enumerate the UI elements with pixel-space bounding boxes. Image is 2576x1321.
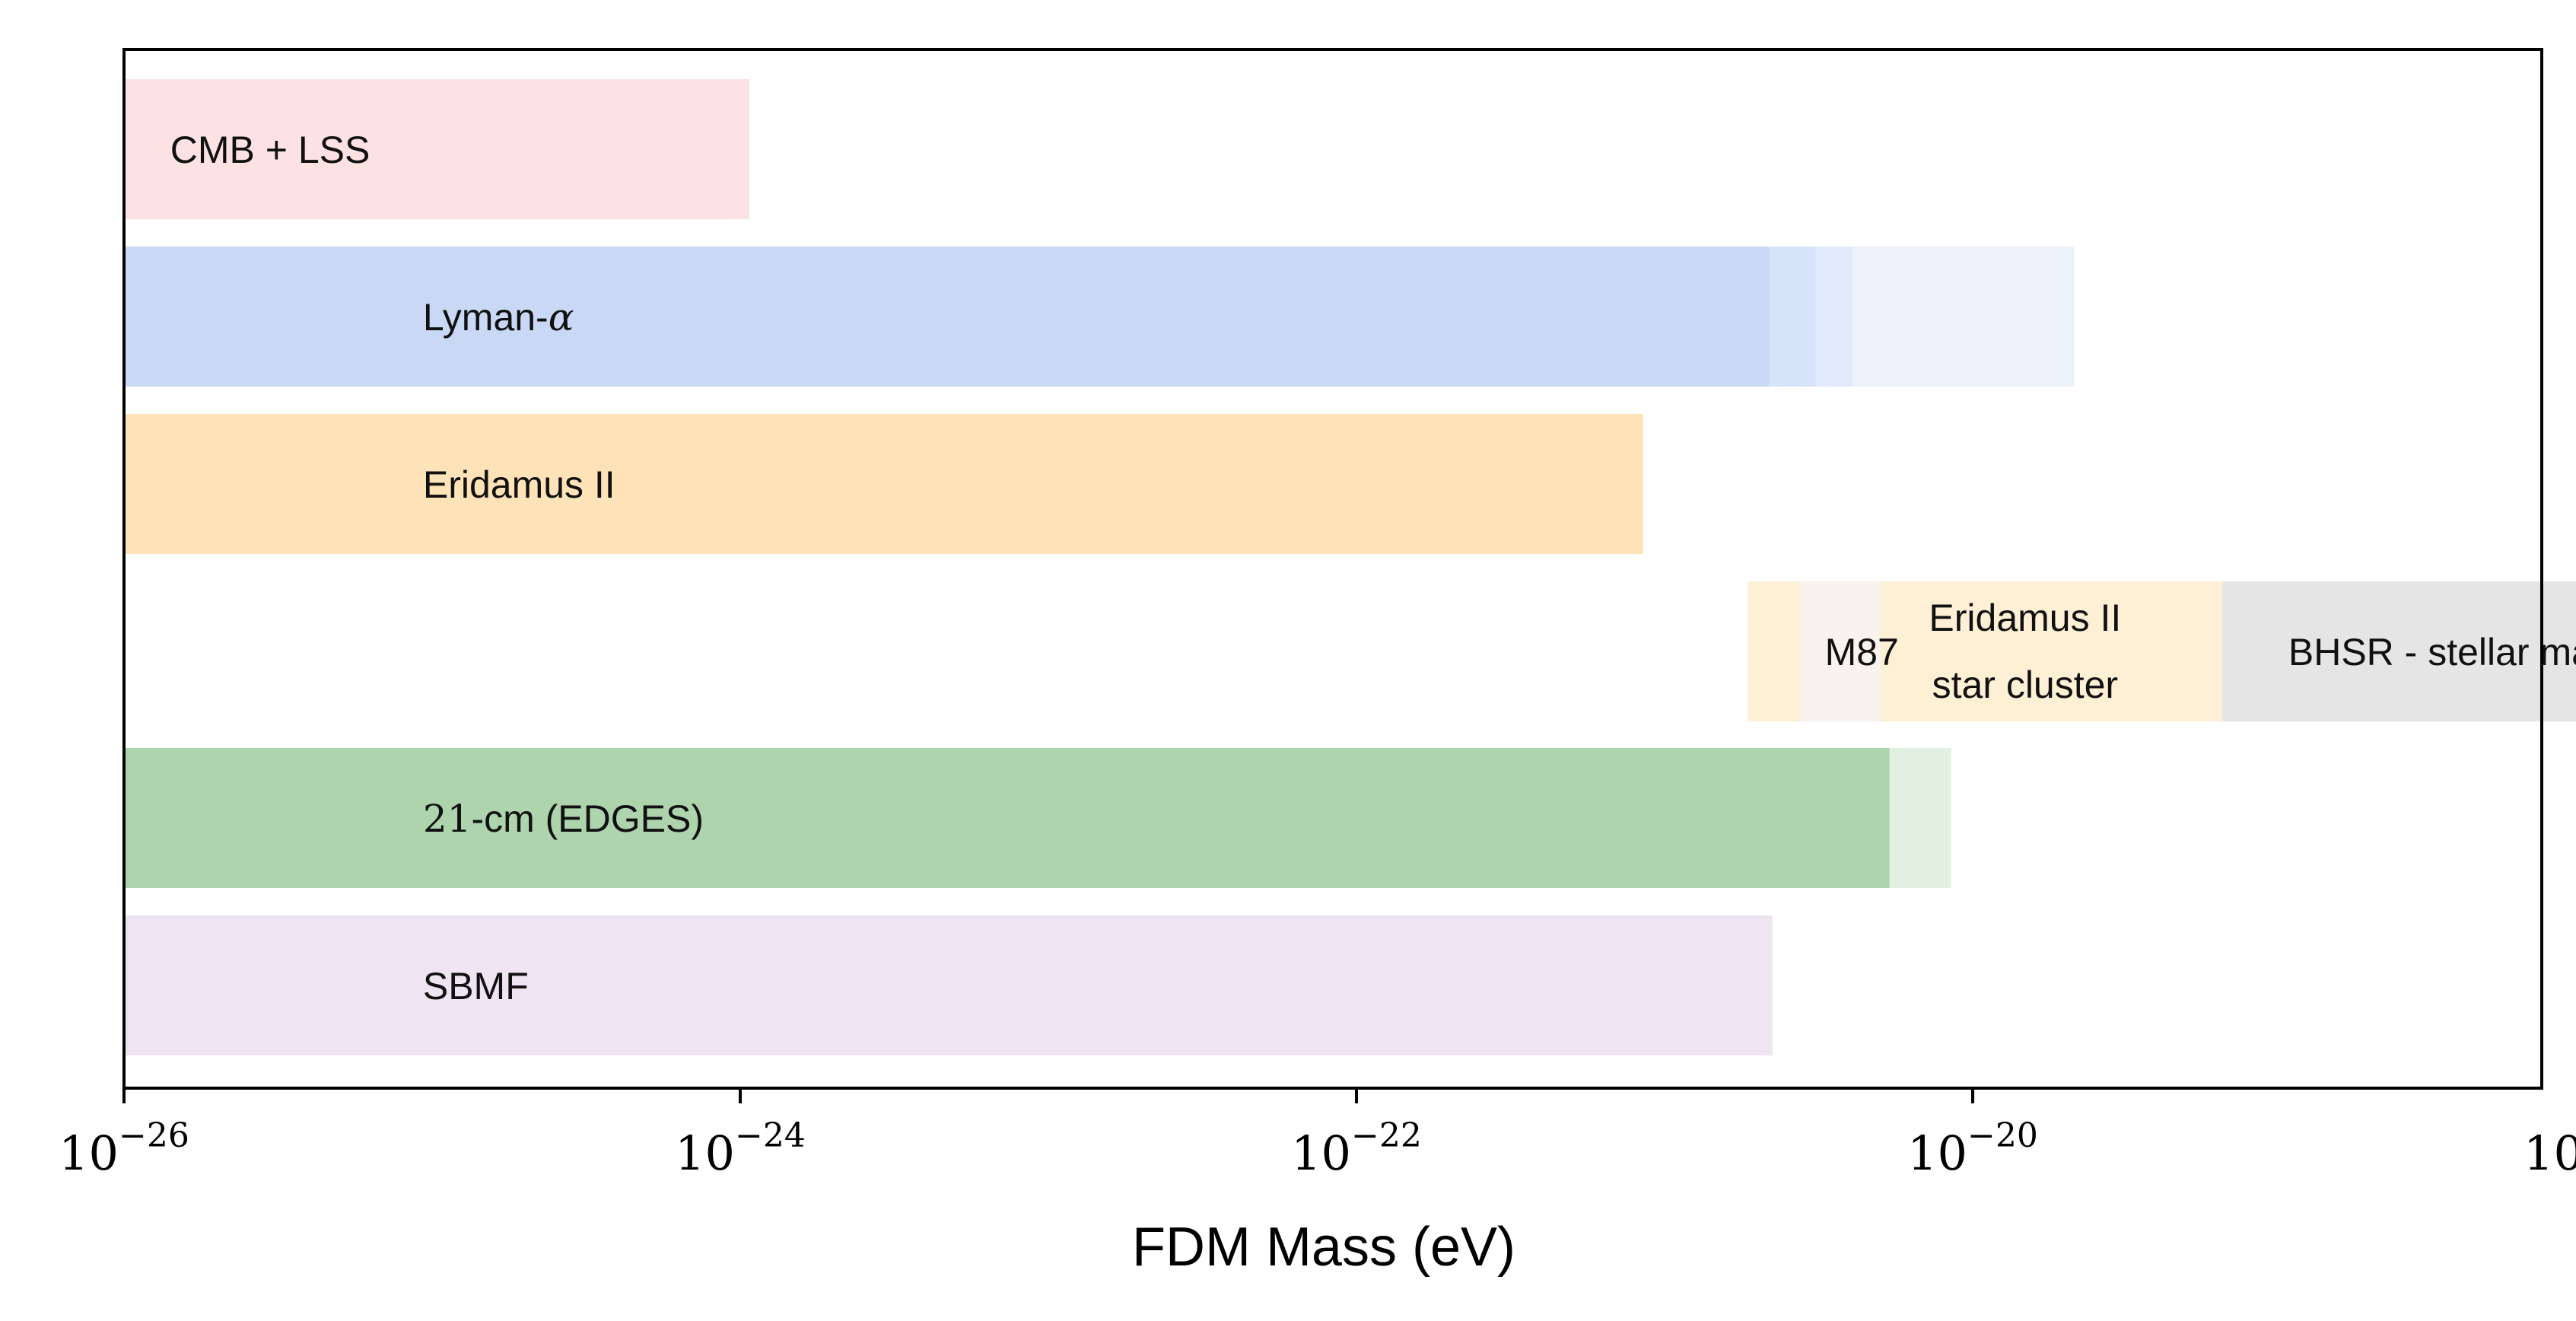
- label-eridamus-ii: Eridamus II: [423, 463, 615, 506]
- x-tick-label-5: 10−18: [2524, 1116, 2576, 1181]
- plot-frame: [122, 48, 2543, 1090]
- constraint-labels: CMB + LSS Lyman-α Eridamus II Eridamus II st…: [170, 129, 2576, 1007]
- x-tick-label-1: 10−26: [59, 1116, 189, 1181]
- label-21-cm-edges: 21-cm (EDGES): [423, 797, 704, 841]
- bar-eridamus-ii: [126, 414, 1643, 554]
- label-cmb-lss: CMB + LSS: [170, 129, 370, 171]
- x-tick-label-4: 10−20: [1907, 1116, 2038, 1181]
- label-lyman-alpha: Lyman-α: [423, 295, 574, 339]
- bar-lyman-alpha-segment-4: [1852, 247, 2075, 387]
- label-eridamus-ii-star-cluster: Eridamus II star cluster: [1929, 597, 2121, 706]
- bar-cmb-lss: [126, 79, 750, 219]
- label-bhsr-stellar-mass: BHSR - stellar mass: [2288, 631, 2576, 673]
- bar-21-cm-edges-segment-2: [1889, 748, 1951, 888]
- bar-21-cm-edges-segment-1: [126, 748, 1890, 888]
- bar-bhsr-stellar-mass: [2222, 581, 2576, 721]
- x-axis-label: FDM Mass (eV): [1132, 1217, 1515, 1278]
- x-tick-label-3: 10−22: [1291, 1116, 1422, 1181]
- bar-m87: [1800, 581, 1881, 721]
- bar-sbmf: [126, 915, 1773, 1055]
- bar-lyman-alpha-segment-2: [1769, 247, 1816, 387]
- x-tick-label-2: 10−24: [675, 1116, 806, 1181]
- constraint-bars: [126, 79, 2576, 1055]
- bar-lyman-alpha-segment-1: [126, 247, 1770, 387]
- label-sbmf: SBMF: [423, 965, 529, 1007]
- label-m87: M87: [1825, 631, 1899, 673]
- bar-lyman-alpha-segment-3: [1815, 247, 1853, 387]
